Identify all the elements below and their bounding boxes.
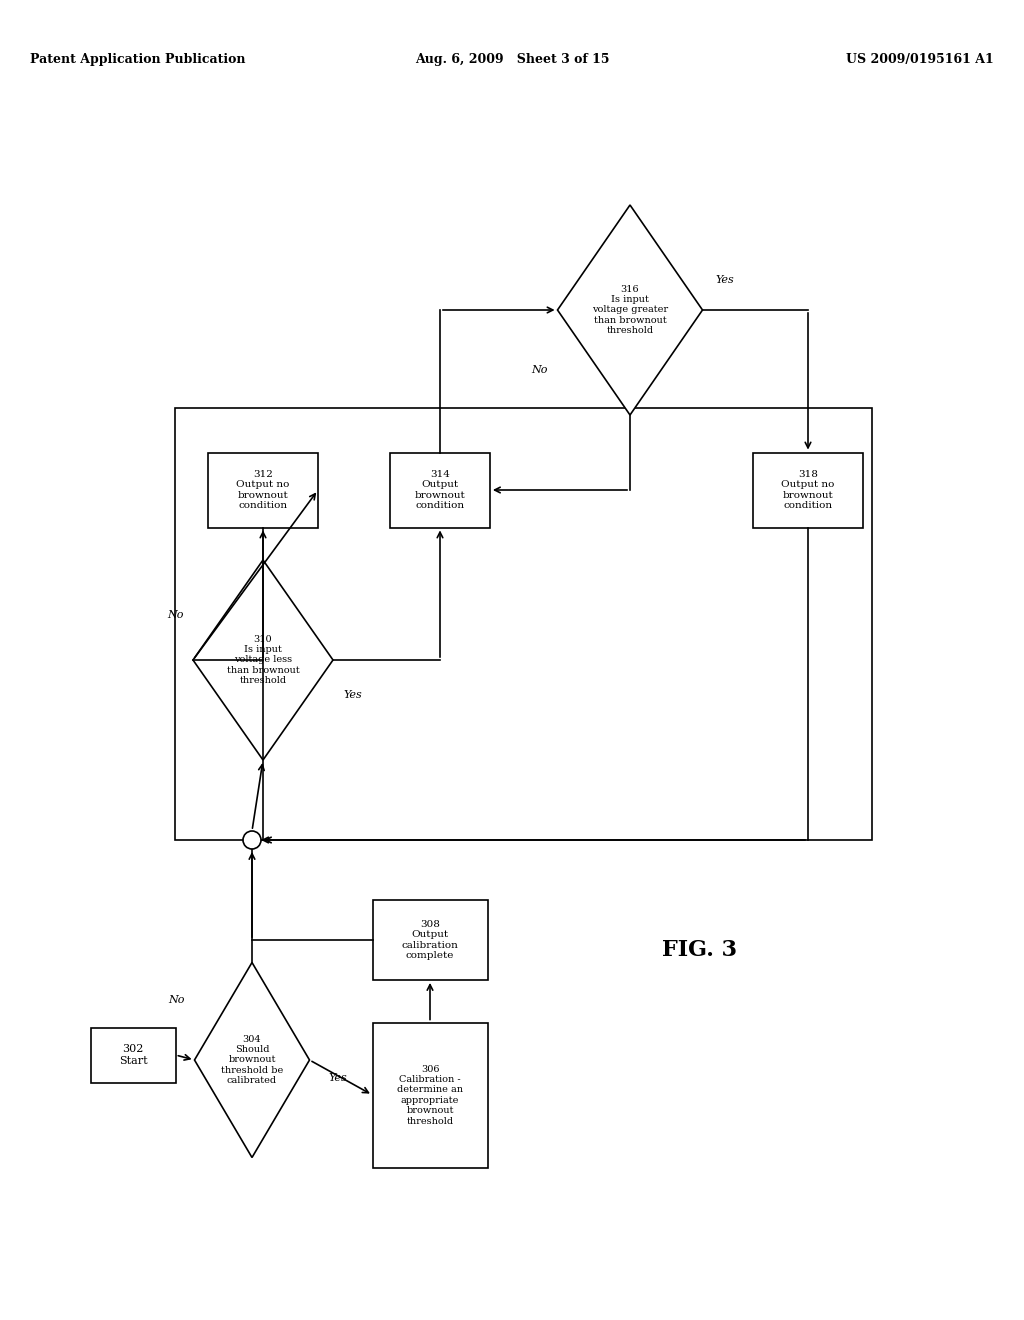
Text: FIG. 3: FIG. 3	[663, 939, 737, 961]
Text: 308
Output
calibration
complete: 308 Output calibration complete	[401, 920, 459, 960]
Text: No: No	[168, 995, 184, 1005]
Polygon shape	[195, 962, 309, 1158]
Polygon shape	[193, 560, 333, 760]
Text: 302
Start: 302 Start	[119, 1044, 147, 1065]
Text: 314
Output
brownout
condition: 314 Output brownout condition	[415, 470, 465, 510]
Text: Patent Application Publication: Patent Application Publication	[30, 54, 246, 66]
Bar	[208, 453, 318, 528]
Bar	[175, 408, 872, 840]
Text: 306
Calibration -
determine an
appropriate
brownout
threshold: 306 Calibration - determine an appropria…	[397, 1064, 463, 1126]
Text: Yes: Yes	[328, 1073, 347, 1082]
Text: Yes: Yes	[344, 690, 362, 700]
Text: No: No	[167, 610, 183, 620]
Text: US 2009/0195161 A1: US 2009/0195161 A1	[846, 54, 994, 66]
Circle shape	[243, 832, 261, 849]
Text: Yes: Yes	[715, 275, 734, 285]
Bar	[373, 1023, 487, 1167]
Bar	[373, 900, 487, 979]
Text: 304
Should
brownout
threshold be
calibrated: 304 Should brownout threshold be calibra…	[221, 1035, 283, 1085]
Bar	[390, 453, 490, 528]
Polygon shape	[557, 205, 702, 414]
Text: 318
Output no
brownout
condition: 318 Output no brownout condition	[781, 470, 835, 510]
Text: Aug. 6, 2009   Sheet 3 of 15: Aug. 6, 2009 Sheet 3 of 15	[415, 54, 609, 66]
Text: 316
Is input
voltage greater
than brownout
threshold: 316 Is input voltage greater than browno…	[592, 285, 668, 335]
Text: No: No	[531, 366, 548, 375]
Bar	[90, 1027, 175, 1082]
Text: 312
Output no
brownout
condition: 312 Output no brownout condition	[237, 470, 290, 510]
Bar	[753, 453, 863, 528]
Text: 310
Is input
voltage less
than brownout
threshold: 310 Is input voltage less than brownout …	[226, 635, 299, 685]
